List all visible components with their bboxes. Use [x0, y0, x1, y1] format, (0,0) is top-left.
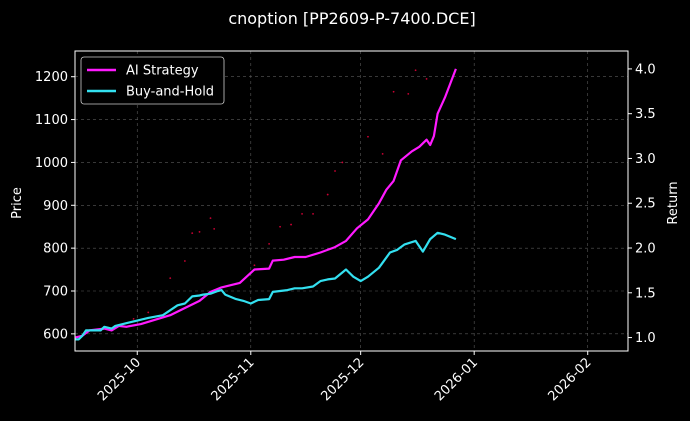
y-tick-label-right: 3.5 — [635, 107, 656, 122]
price-marker — [381, 152, 384, 155]
price-marker — [326, 193, 329, 196]
legend-label: AI Strategy — [126, 64, 199, 79]
series-line-ai-strategy — [74, 68, 457, 339]
price-marker — [341, 161, 344, 164]
price-marker — [169, 277, 172, 280]
price-marker — [367, 135, 369, 138]
price-marker — [414, 69, 417, 72]
x-tick-label: 2026-01 — [432, 355, 481, 404]
axes: 2025-10 2025-11 2025-12 2026-01 2026-02 600 70… — [35, 62, 656, 404]
y-tick-label-right: 2.0 — [635, 242, 656, 257]
series-line-buy-and-hold — [75, 231, 457, 341]
legend-label: Buy-and-Hold — [126, 85, 214, 100]
y-tick-label-left: 1100 — [35, 113, 68, 128]
series-lines — [74, 68, 457, 341]
price-marker — [334, 170, 336, 172]
price-marker — [392, 90, 395, 93]
chart-title: cnoption [PP2609-P-7400.DCE] — [228, 9, 475, 28]
y-tick-label-right: 1.5 — [635, 286, 656, 301]
price-marker — [253, 264, 256, 267]
price-markers — [132, 69, 428, 320]
y-tick-label-left: 900 — [43, 199, 68, 214]
price-marker — [312, 212, 314, 215]
price-marker — [213, 227, 216, 230]
y-tick-label-left: 800 — [43, 242, 68, 257]
price-marker — [132, 317, 135, 320]
price-marker — [198, 230, 201, 233]
price-marker — [191, 232, 194, 235]
legend-box — [80, 56, 225, 105]
price-marker — [279, 225, 281, 228]
y-tick-label-right: 4.0 — [635, 62, 656, 77]
y-tick-label-right: 2.5 — [635, 197, 656, 212]
y-axis-label-left: Price — [10, 187, 25, 219]
price-marker — [290, 223, 292, 226]
price-marker — [301, 212, 303, 215]
price-marker — [425, 77, 428, 80]
y-tick-label-left: 700 — [43, 285, 68, 300]
plot-area — [74, 50, 629, 352]
price-marker — [147, 311, 150, 314]
price-marker — [268, 242, 270, 245]
y-tick-label-right: 1.0 — [635, 331, 656, 346]
y-tick-label-right: 3.0 — [635, 152, 656, 167]
price-marker — [183, 260, 186, 262]
y-tick-label-left: 1000 — [35, 156, 68, 171]
price-marker — [407, 92, 410, 95]
price-marker — [209, 217, 212, 220]
x-tick-label: 2025-12 — [318, 355, 367, 404]
x-tick-label: 2025-11 — [209, 355, 258, 404]
y-tick-label-left: 600 — [43, 327, 68, 342]
grid — [75, 51, 628, 351]
legend: AI Strategy Buy-and-Hold — [80, 56, 225, 105]
y-tick-label-left: 1200 — [35, 70, 68, 85]
x-tick-label: 2025-10 — [95, 355, 144, 404]
x-tick-label: 2026-02 — [546, 355, 595, 404]
y-axis-label-right: Return — [666, 181, 681, 224]
